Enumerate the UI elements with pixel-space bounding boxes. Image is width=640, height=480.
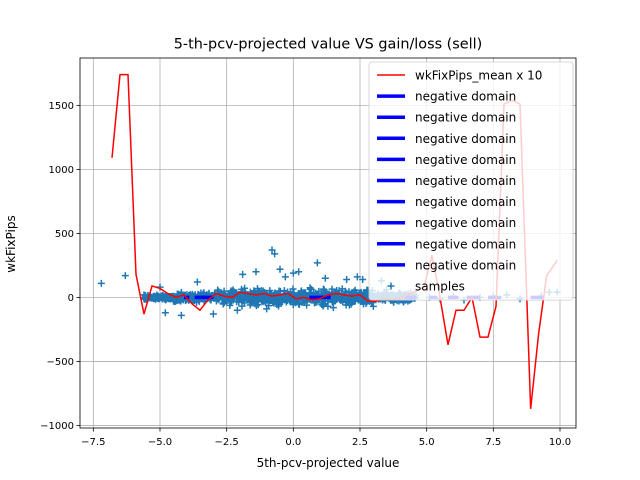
sample-point <box>252 268 260 276</box>
legend-label: samples <box>415 280 465 294</box>
sample-point <box>233 306 241 314</box>
sample-point <box>349 288 357 296</box>
x-tick-label: 5.0 <box>419 437 435 448</box>
sample-point <box>263 305 271 313</box>
sample-point <box>321 274 329 282</box>
sample-point <box>226 301 234 309</box>
legend-label: negative domain <box>415 174 516 188</box>
x-axis-label: 5th-pcv-projected value <box>257 456 400 470</box>
sample-point <box>227 297 235 305</box>
sample-point <box>186 291 194 299</box>
sample-point <box>271 250 279 258</box>
x-tick-label: −7.5 <box>81 437 105 448</box>
sample-point <box>268 246 276 254</box>
sample-point <box>121 272 129 280</box>
sample-point <box>295 268 303 276</box>
legend-label: negative domain <box>415 195 516 209</box>
sample-point <box>269 298 277 306</box>
sample-point <box>230 287 238 295</box>
sample-point <box>281 273 289 281</box>
legend-label: negative domain <box>415 153 516 167</box>
sample-point <box>313 259 321 267</box>
sample-point <box>331 296 339 304</box>
x-tick-label: 2.5 <box>352 437 368 448</box>
sample-point <box>359 275 367 283</box>
sample-point <box>234 294 242 302</box>
y-tick-label: 0 <box>68 293 74 304</box>
y-tick-label: 1000 <box>49 165 74 176</box>
sample-point <box>238 302 246 310</box>
y-tick-label: 1500 <box>49 101 74 112</box>
sample-point <box>161 309 169 317</box>
y-axis-label: wkFixPips <box>4 215 18 272</box>
sample-point <box>263 295 271 303</box>
sample-point <box>297 287 305 295</box>
sample-point <box>246 301 254 309</box>
y-tick-label: −1000 <box>40 421 74 432</box>
sample-point <box>258 296 266 304</box>
sample-point <box>343 296 351 304</box>
chart-title: 5-th-pcv-projected value VS gain/loss (s… <box>174 37 483 53</box>
sample-point <box>239 270 247 278</box>
sample-point <box>150 294 158 302</box>
sample-point <box>160 295 168 303</box>
sample-point <box>251 287 259 295</box>
sample-point <box>193 278 201 286</box>
legend-label: negative domain <box>415 132 516 146</box>
legend-label: negative domain <box>415 111 516 125</box>
sample-point <box>345 301 353 309</box>
legend-box <box>368 61 574 301</box>
sample-point <box>252 299 260 307</box>
legend-label: wkFixPips_mean x 10 <box>415 69 542 83</box>
sample-point <box>345 288 353 296</box>
sample-point <box>220 299 228 307</box>
mean-line-series <box>111 73 558 409</box>
x-tick-label: 0.0 <box>285 437 301 448</box>
sample-point <box>343 275 351 283</box>
legend-label: negative domain <box>415 90 516 104</box>
y-axis-ticks: −1000 −500 0 500 1000 1500 <box>40 101 80 432</box>
sample-point <box>369 302 377 310</box>
sample-point <box>277 296 285 304</box>
sample-point <box>303 301 311 309</box>
legend-label: negative domain <box>415 237 516 251</box>
x-axis-ticks: −7.5 −5.0 −2.5 0.0 2.5 5.0 7.5 10.0 <box>81 428 571 448</box>
x-tick-label: −2.5 <box>215 437 239 448</box>
sample-point <box>177 311 185 319</box>
y-tick-label: −500 <box>47 357 74 368</box>
sample-point <box>289 269 297 277</box>
legend-label: negative domain <box>415 258 516 272</box>
sample-point <box>362 288 370 296</box>
y-tick-label: 500 <box>55 229 74 240</box>
sample-point <box>140 291 148 299</box>
x-tick-label: 10.0 <box>549 437 571 448</box>
sample-point <box>335 287 343 295</box>
legend-label: negative domain <box>415 216 516 230</box>
sample-point <box>353 293 361 301</box>
x-tick-label: 7.5 <box>485 437 501 448</box>
sample-point <box>291 298 299 306</box>
mean-line <box>111 73 558 409</box>
sample-point <box>97 279 105 287</box>
x-tick-label: −5.0 <box>148 437 172 448</box>
sample-point <box>241 284 249 292</box>
legend: wkFixPips_mean x 10 negative domain negati… <box>368 61 574 301</box>
sample-point <box>273 290 281 298</box>
sample-point <box>329 304 337 312</box>
sample-point <box>209 310 217 318</box>
sample-point <box>353 273 361 281</box>
sample-point <box>295 296 303 304</box>
sample-point <box>341 295 349 303</box>
sample-point <box>276 265 284 273</box>
sample-point <box>315 287 323 295</box>
legend-swatch-samples <box>387 282 395 290</box>
sample-point <box>306 289 314 297</box>
plot-frame <box>79 57 577 429</box>
